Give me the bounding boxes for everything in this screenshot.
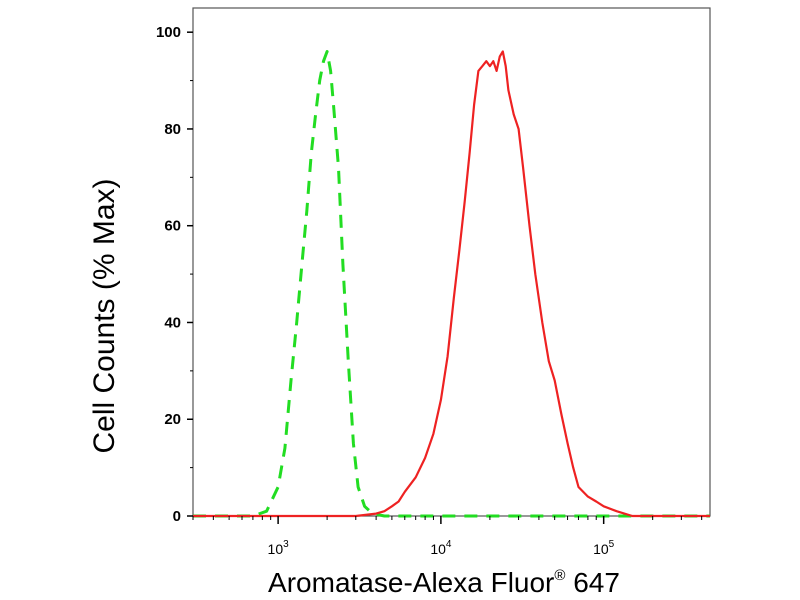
y-axis-label: Cell Counts (% Max) bbox=[88, 178, 121, 453]
x-tick-base: 10 bbox=[430, 541, 446, 557]
y-tick-label: 60 bbox=[164, 218, 181, 235]
y-tick-label: 20 bbox=[164, 411, 181, 428]
x-tick-exponent: 4 bbox=[446, 539, 452, 550]
x-tick-label: 104 bbox=[430, 539, 452, 557]
sample-histogram-line bbox=[193, 50, 710, 518]
series-layer bbox=[193, 50, 710, 518]
x-tick-base: 10 bbox=[268, 541, 284, 557]
registered-mark: ® bbox=[554, 567, 565, 584]
control-histogram-line bbox=[193, 50, 710, 518]
x-tick-base: 10 bbox=[593, 541, 609, 557]
x-tick-label: 105 bbox=[593, 539, 615, 557]
y-tick-label: 80 bbox=[164, 121, 181, 138]
x-axis-label-main: Aromatase-Alexa Fluor bbox=[268, 567, 554, 598]
x-tick-exponent: 3 bbox=[283, 539, 289, 550]
x-axis-ticks: 103 104 105 bbox=[192, 516, 703, 557]
plot-border bbox=[192, 7, 711, 517]
x-tick-label: 103 bbox=[268, 539, 290, 557]
x-axis-label: Aromatase-Alexa Fluor® 647 bbox=[268, 567, 620, 598]
x-tick-exponent: 5 bbox=[609, 539, 615, 550]
x-axis-label-tail: 647 bbox=[565, 567, 620, 598]
plot-frame bbox=[192, 7, 711, 517]
y-axis-ticks: 0 20 40 60 80 100 bbox=[156, 24, 193, 525]
y-tick-label: 0 bbox=[173, 508, 181, 525]
y-tick-label: 100 bbox=[156, 24, 181, 41]
y-tick-label: 40 bbox=[164, 314, 181, 331]
